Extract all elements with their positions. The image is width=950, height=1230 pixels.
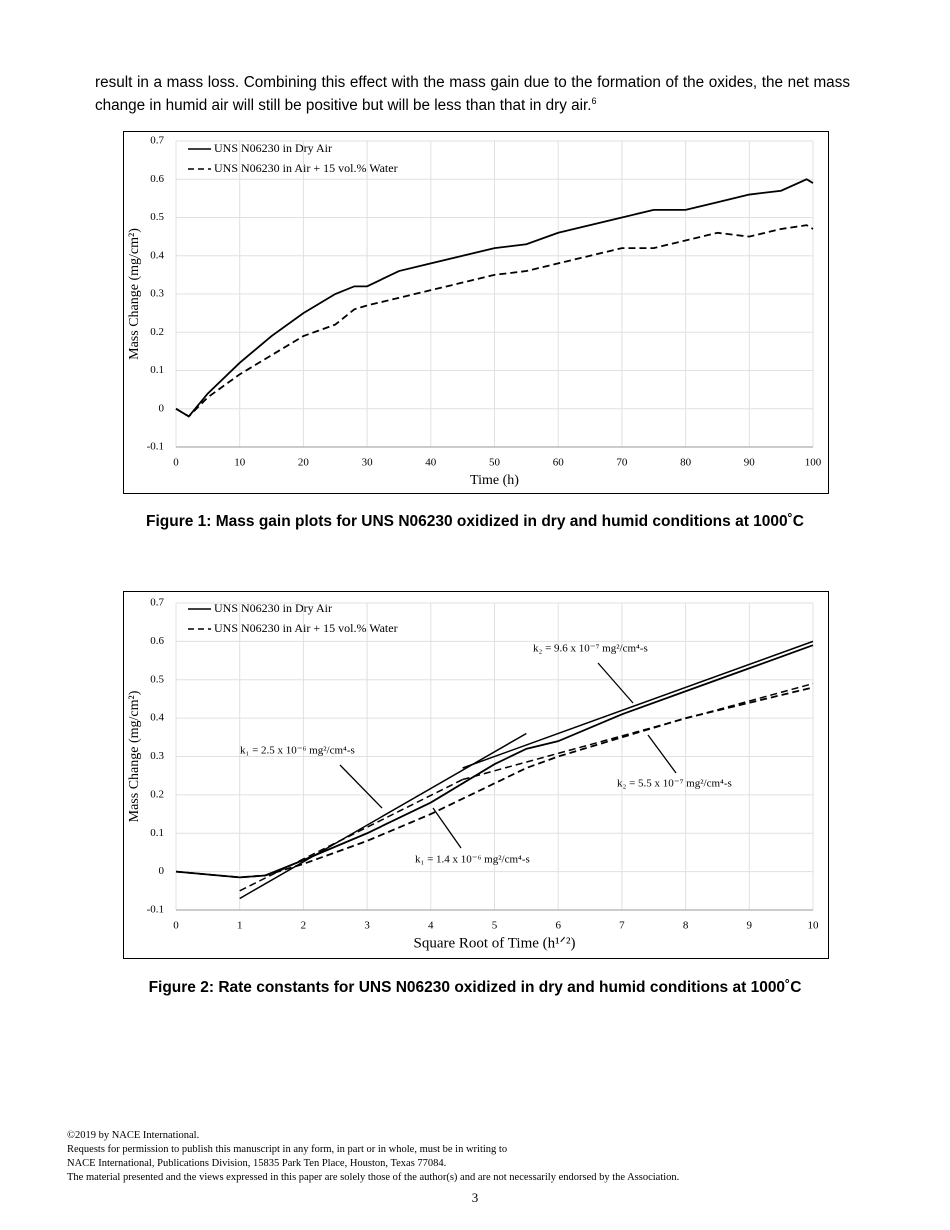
y-tick-label: 0.7 [150, 597, 164, 609]
legend-label: UNS N06230 in Dry Air [214, 601, 332, 615]
y-tick-label: 0.1 [150, 827, 164, 839]
y-tick-label: 0 [159, 865, 165, 877]
y-tick-label: 0.5 [150, 211, 164, 223]
y-tick-label: 0.7 [150, 135, 164, 147]
y-axis-label: Mass Change (mg/cm²) [127, 228, 142, 360]
paragraph-text: result in a mass loss. Combining this ef… [95, 74, 850, 115]
y-tick-label: 0.6 [150, 635, 164, 647]
fit-line [239, 732, 527, 900]
annotation-leader [597, 662, 634, 704]
figure-caption: Figure 1: Mass gain plots for UNS N06230… [145, 513, 804, 530]
chart: -0.1 0 0.1 0.2 0.3 0.4 0.5 0.6 0.7 0 1 2 3 4 5 6 7 8 9 10 Sq… [123, 591, 829, 959]
footer-line: ©2019 by NACE International. [67, 1130, 200, 1141]
fit-line [239, 778, 463, 892]
y-tick-label: 0.3 [150, 288, 164, 300]
x-tick-label: 100 [805, 457, 822, 469]
x-tick-label: 60 [553, 457, 565, 469]
y-tick-label: 0.2 [150, 788, 164, 800]
x-tick-label: 40 [425, 457, 437, 469]
annotation: k₂ = 9.6 x 10⁻⁷ mg²/cm⁴-s [533, 643, 648, 655]
x-tick-label: 10 [808, 920, 820, 932]
legend-label: UNS N06230 in Dry Air [214, 141, 332, 155]
x-tick-label: 9 [747, 920, 753, 932]
chart-frame [123, 131, 829, 494]
legend-label: UNS N06230 in Air + 15 vol.% Water [214, 621, 398, 635]
y-tick-label: 0.5 [150, 673, 164, 685]
x-tick-label: 8 [683, 920, 689, 932]
y-tick-label: -0.1 [147, 904, 164, 916]
y-tick-label: 0.3 [150, 750, 164, 762]
fit-line [462, 640, 814, 769]
x-tick-label: 70 [616, 457, 628, 469]
x-tick-label: 50 [489, 457, 501, 469]
chart-frame [123, 591, 829, 959]
x-tick-label: 2 [301, 920, 307, 932]
annotation: k₁ = 1.4 x 10⁻⁶ mg²/cm⁴-s [415, 854, 530, 866]
x-tick-label: 90 [744, 457, 756, 469]
figure-caption: Figure 2: Rate constants for UNS N06230 … [148, 979, 802, 996]
y-tick-label: 0 [159, 402, 165, 414]
y-tick-label: 0.2 [150, 326, 164, 338]
footer: ©2019 by NACE International. Requests fo… [67, 1129, 679, 1185]
fit-line [462, 682, 814, 781]
y-tick-label: 0.4 [150, 249, 164, 261]
x-tick-label: 10 [234, 457, 246, 469]
x-tick-label: 1 [237, 920, 243, 932]
x-tick-label: 20 [298, 457, 310, 469]
y-axis-label: Mass Change (mg/cm²) [127, 690, 142, 822]
page-number: 3 [471, 1190, 479, 1205]
x-axis-label: Time (h) [470, 473, 519, 488]
x-tick-label: 0 [173, 920, 179, 932]
x-tick-label: 6 [555, 920, 561, 932]
y-tick-label: 0.4 [150, 712, 164, 724]
x-tick-label: 80 [680, 457, 692, 469]
data-line [175, 178, 814, 418]
annotation: k₁ = 2.5 x 10⁻⁶ mg²/cm⁴-s [240, 745, 355, 757]
x-axis-label: Square Root of Time (h¹ᐟ²) [413, 935, 575, 951]
chart: -0.1 0 0.1 0.2 0.3 0.4 0.5 0.6 0.7 0 10 20 30 40 50 60 7… [123, 131, 829, 494]
annotation-leader [432, 807, 462, 849]
annotation-leader [647, 734, 677, 774]
footer-line: The material presented and the views exp… [67, 1172, 680, 1183]
x-tick-label: 30 [362, 457, 374, 469]
annotation: k₂ = 5.5 x 10⁻⁷ mg²/cm⁴-s [617, 778, 732, 790]
x-tick-label: 7 [619, 920, 625, 932]
paragraph: result in a mass loss. Combining this ef… [95, 73, 850, 115]
footer-line: NACE International, Publications Divisio… [67, 1158, 447, 1169]
legend-label: UNS N06230 in Air + 15 vol.% Water [214, 161, 398, 175]
data-line [175, 224, 814, 418]
x-tick-label: 3 [364, 920, 370, 932]
footer-line: Requests for permission to publish this … [67, 1144, 508, 1155]
x-tick-label: 4 [428, 920, 434, 932]
y-tick-label: -0.1 [147, 441, 164, 453]
y-tick-label: 0.1 [150, 364, 164, 376]
y-tick-label: 0.6 [150, 173, 164, 185]
reference: 6 [591, 96, 597, 106]
x-tick-label: 5 [492, 920, 498, 932]
annotation-leader [339, 764, 383, 809]
x-tick-label: 0 [173, 457, 179, 469]
